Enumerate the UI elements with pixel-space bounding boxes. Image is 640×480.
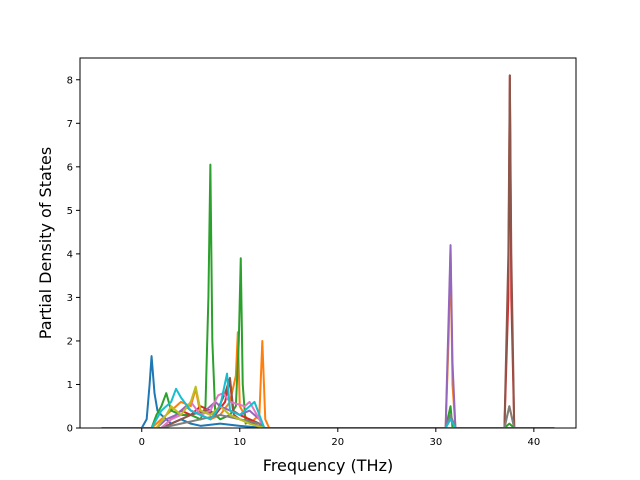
x-tick-label: 10 xyxy=(233,437,246,448)
series-line-10 xyxy=(101,372,555,428)
series-line-4 xyxy=(101,74,555,428)
y-tick-label: 2 xyxy=(67,336,73,347)
series-line-5 xyxy=(101,244,555,428)
x-axis: 0 10 20 30 40 xyxy=(139,428,540,448)
x-tick-label: 40 xyxy=(527,437,540,448)
x-tick-label: 20 xyxy=(331,437,344,448)
y-axis-label: Partial Density of States xyxy=(36,147,55,339)
series-line-6 xyxy=(101,74,555,428)
y-tick-label: 7 xyxy=(67,119,73,130)
y-tick-label: 8 xyxy=(67,75,73,86)
y-tick-label: 1 xyxy=(67,380,73,391)
x-tick-label: 30 xyxy=(429,437,442,448)
y-tick-label: 3 xyxy=(67,293,73,304)
y-tick-label: 0 xyxy=(67,424,73,435)
x-axis-label: Frequency (THz) xyxy=(263,456,393,475)
plot-frame xyxy=(79,57,577,429)
series-line-1 xyxy=(101,355,555,428)
series-layer xyxy=(101,74,555,428)
y-tick-label: 5 xyxy=(67,206,73,217)
series-line-8 xyxy=(101,405,555,428)
y-tick-label: 4 xyxy=(67,249,73,260)
series-line-3 xyxy=(101,163,555,428)
series-line-7 xyxy=(101,392,555,428)
series-line-2 xyxy=(101,248,555,428)
x-tick-label: 0 xyxy=(139,437,145,448)
y-tick-label: 6 xyxy=(67,162,73,173)
y-axis: 0 1 2 3 4 5 6 7 8 xyxy=(67,75,80,435)
series-line-9 xyxy=(101,385,555,428)
